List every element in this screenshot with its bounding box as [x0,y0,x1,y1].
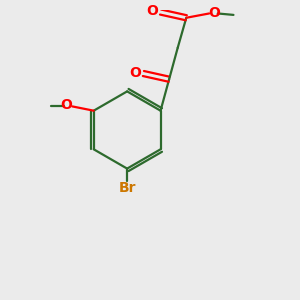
Text: O: O [147,4,158,19]
Text: O: O [130,66,141,80]
Text: Br: Br [118,181,136,195]
Text: O: O [60,98,72,112]
Text: O: O [208,6,220,20]
